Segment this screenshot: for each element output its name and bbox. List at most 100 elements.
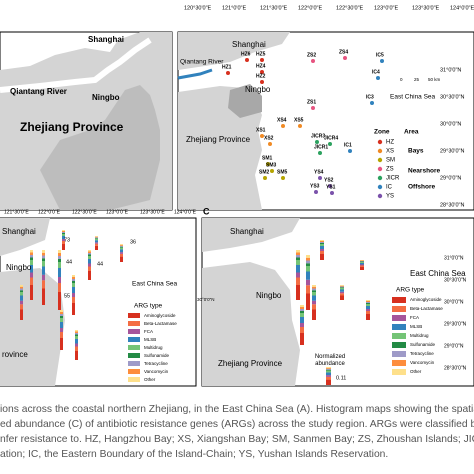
- station-marker: [263, 176, 267, 180]
- histogram-bar: [306, 257, 310, 261]
- legend-marker: [377, 148, 383, 154]
- histogram-bar: [326, 368, 331, 370]
- station-marker: [281, 124, 285, 128]
- histogram-bar: [72, 275, 75, 277]
- label: Multidrug: [410, 333, 429, 338]
- histogram-bar: [120, 252, 123, 254]
- histogram-bar: [326, 369, 331, 371]
- label: FCA: [144, 329, 153, 334]
- label: 50 km: [428, 77, 441, 82]
- maps: Shanghai Qiantang River Ningbo Zhejiang Pro…: [0, 5, 474, 387]
- histogram-bar: [296, 257, 300, 260]
- histogram-bar: [300, 305, 304, 307]
- histogram-bar: [60, 312, 63, 314]
- histogram-bar: [306, 255, 310, 258]
- label: XS1: [256, 127, 266, 133]
- histogram-bar: [320, 244, 324, 246]
- histogram-bar: [75, 346, 78, 351]
- label: MLSB: [410, 324, 422, 329]
- histogram-bar: [306, 285, 310, 294]
- station-marker: [318, 151, 322, 155]
- label: 0: [400, 77, 403, 82]
- label: 124°0'0"E: [450, 5, 474, 11]
- label: ZS2: [307, 52, 316, 58]
- station-marker: [328, 184, 332, 188]
- histogram-bar: [72, 293, 75, 297]
- label: rovince: [2, 350, 28, 359]
- abundance-title: Normalized abundance: [315, 354, 346, 367]
- histogram-bar: [95, 237, 98, 239]
- label: 30°30'0"N: [444, 277, 467, 283]
- legend-marker: [377, 193, 383, 199]
- station-marker: [226, 71, 230, 75]
- histogram-bar: [60, 322, 63, 328]
- histogram-bar: [30, 260, 33, 265]
- histogram-bar: [60, 310, 63, 312]
- label: Zhejiang Province: [186, 135, 251, 144]
- label: 0.11: [336, 375, 346, 381]
- histogram-bar: [320, 241, 324, 242]
- histogram-bar: [366, 309, 370, 311]
- station-marker: [343, 56, 347, 60]
- histogram-bar: [58, 262, 61, 268]
- label: 31°0'0"N: [444, 255, 464, 261]
- histogram-bar: [360, 263, 364, 265]
- label: 73: [64, 237, 70, 243]
- histogram-bar: [75, 351, 78, 360]
- histogram-bar: [95, 240, 98, 243]
- histogram-bar: [95, 238, 98, 239]
- histogram-bar: [42, 258, 45, 261]
- histogram-bar: [30, 250, 33, 253]
- histogram-bar: [366, 302, 370, 303]
- histogram-bar: [42, 250, 45, 253]
- histogram-bar: [58, 268, 61, 277]
- histogram-bar: [20, 304, 23, 310]
- histogram-bar: [30, 252, 33, 255]
- histogram-bar: [340, 289, 344, 292]
- histogram-bar: [88, 259, 91, 264]
- histogram-bar: [120, 256, 123, 262]
- histogram-bar: [20, 300, 23, 305]
- station-marker: [370, 101, 374, 105]
- histogram-bar: [120, 246, 123, 248]
- histogram-bar: [42, 252, 45, 256]
- histogram-bar: [360, 262, 364, 263]
- histogram-bar: [300, 307, 304, 309]
- histogram-bar: [42, 266, 45, 275]
- histogram-bar: [312, 309, 316, 320]
- histogram-bar: [366, 300, 370, 301]
- legend-swatch: [392, 360, 406, 366]
- label: Aminoglycoside: [410, 297, 442, 302]
- label: HZ: [386, 140, 394, 146]
- land: [202, 218, 300, 386]
- histogram-bar: [88, 271, 91, 280]
- histogram-bar: [300, 317, 304, 323]
- label: 121°30'0"E: [4, 209, 29, 215]
- legend-swatch: [128, 313, 140, 318]
- histogram-bar: [88, 253, 91, 255]
- river: [177, 68, 213, 80]
- histogram-bar: [366, 314, 370, 320]
- histogram-bar: [300, 323, 304, 327]
- label: 44: [97, 261, 103, 267]
- histogram-bar: [366, 303, 370, 304]
- label: 120°30'0"E: [184, 5, 212, 11]
- label: YS2: [324, 177, 334, 183]
- histogram-bar: [312, 300, 316, 305]
- label: C: [203, 206, 210, 216]
- histogram-bar: [62, 230, 65, 231]
- histogram-bar: [30, 255, 33, 258]
- histogram-bar: [326, 379, 331, 385]
- histogram-bar: [75, 331, 78, 333]
- label: IC4: [372, 69, 380, 75]
- histogram-bar: [88, 266, 91, 271]
- histogram-bar: [62, 232, 65, 233]
- label: Shanghai: [2, 227, 36, 236]
- histogram-bar: [95, 245, 98, 250]
- histogram-bar: [120, 247, 123, 250]
- station-marker: [268, 142, 272, 146]
- station-marker: [270, 169, 274, 173]
- label: HZ1: [222, 64, 232, 70]
- legend-swatch: [392, 315, 406, 321]
